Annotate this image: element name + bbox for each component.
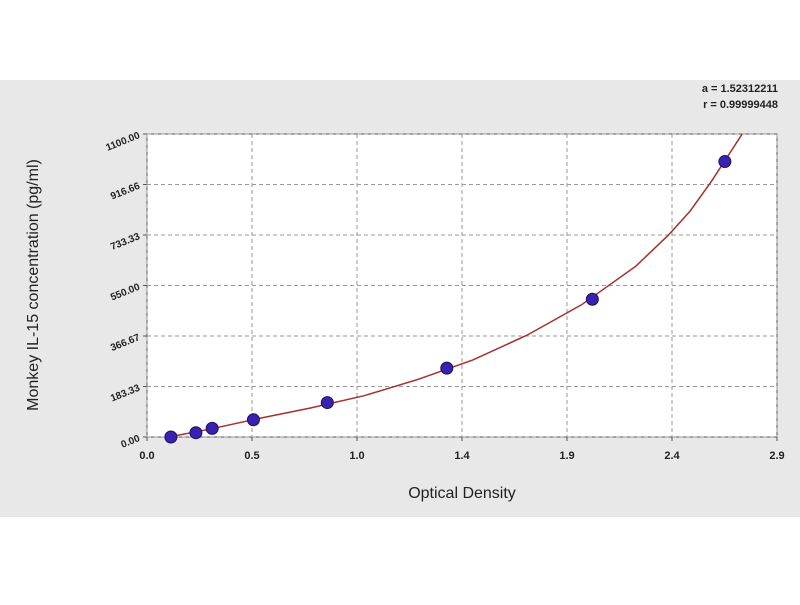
annotation: a = 1.52312211 (702, 83, 778, 95)
data-point (246, 413, 260, 427)
data-point (440, 361, 454, 375)
x-tick-label: 0.0 (139, 450, 154, 462)
data-point (189, 426, 203, 440)
x-tick-label: 1.0 (349, 450, 364, 462)
fit-line (168, 134, 743, 437)
x-tick-label: 2.4 (664, 450, 680, 462)
x-axis-label: Optical Density (408, 485, 516, 502)
x-tick-label: 1.9 (559, 450, 574, 462)
y-axis-label: Monkey IL-15 concentration (pg/ml) (25, 159, 42, 411)
x-tick-label: 0.5 (244, 450, 259, 462)
x-tick-label: 1.4 (454, 450, 470, 462)
annotation: r = 0.99999448 (703, 99, 778, 111)
data-point (320, 396, 334, 410)
data-point (585, 292, 599, 306)
data-point (718, 155, 732, 169)
data-point (164, 430, 178, 444)
data-point (205, 421, 219, 435)
x-tick-label: 2.9 (769, 450, 784, 462)
